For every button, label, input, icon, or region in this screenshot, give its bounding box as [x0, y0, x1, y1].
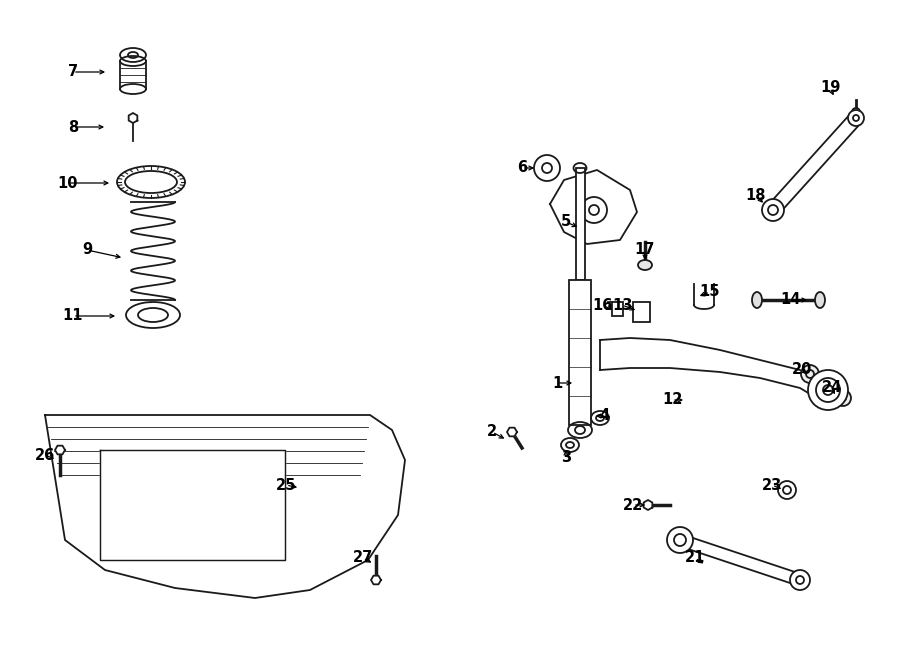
Bar: [633, 302, 650, 322]
Polygon shape: [507, 428, 517, 436]
Polygon shape: [678, 534, 802, 586]
Polygon shape: [600, 338, 820, 400]
Ellipse shape: [848, 110, 864, 126]
Text: 6: 6: [517, 161, 527, 176]
Text: 26: 26: [35, 447, 55, 463]
Ellipse shape: [638, 260, 652, 270]
Ellipse shape: [801, 365, 819, 383]
Bar: [612, 302, 623, 316]
Text: 10: 10: [58, 176, 78, 190]
Ellipse shape: [762, 199, 784, 221]
Polygon shape: [100, 450, 285, 560]
Text: 5: 5: [561, 215, 572, 229]
Ellipse shape: [815, 292, 825, 308]
Text: 24: 24: [822, 381, 842, 395]
Polygon shape: [644, 500, 652, 510]
Text: 1: 1: [552, 375, 562, 391]
Ellipse shape: [823, 385, 833, 395]
Ellipse shape: [808, 370, 848, 410]
Text: 14: 14: [779, 293, 800, 307]
Text: 9: 9: [82, 243, 92, 258]
Text: 7: 7: [68, 65, 78, 79]
Text: 11: 11: [63, 309, 83, 323]
Text: 15: 15: [700, 284, 720, 299]
Text: 22: 22: [623, 498, 644, 512]
Text: 27: 27: [353, 551, 374, 566]
Bar: [575, 168, 584, 280]
Text: 25: 25: [275, 477, 296, 492]
Text: 8: 8: [68, 120, 78, 134]
Polygon shape: [129, 113, 138, 123]
Ellipse shape: [835, 390, 851, 406]
Text: 13: 13: [612, 297, 632, 313]
Polygon shape: [371, 576, 381, 584]
Text: 2: 2: [487, 424, 497, 440]
Text: 17: 17: [634, 243, 655, 258]
Ellipse shape: [752, 292, 762, 308]
Text: 12: 12: [662, 393, 682, 407]
Text: 18: 18: [746, 188, 766, 202]
Ellipse shape: [790, 570, 810, 590]
Bar: [569, 280, 591, 425]
Text: 20: 20: [792, 362, 812, 377]
Ellipse shape: [852, 108, 860, 116]
Polygon shape: [550, 170, 637, 244]
Ellipse shape: [778, 481, 796, 499]
Text: 19: 19: [820, 81, 841, 95]
Polygon shape: [768, 113, 861, 215]
Text: 16: 16: [592, 297, 612, 313]
Polygon shape: [55, 446, 65, 454]
Text: 3: 3: [561, 451, 572, 465]
Ellipse shape: [667, 527, 693, 553]
Text: 21: 21: [685, 551, 706, 566]
Polygon shape: [45, 415, 405, 598]
Text: 4: 4: [598, 408, 609, 424]
Text: 23: 23: [762, 477, 782, 492]
